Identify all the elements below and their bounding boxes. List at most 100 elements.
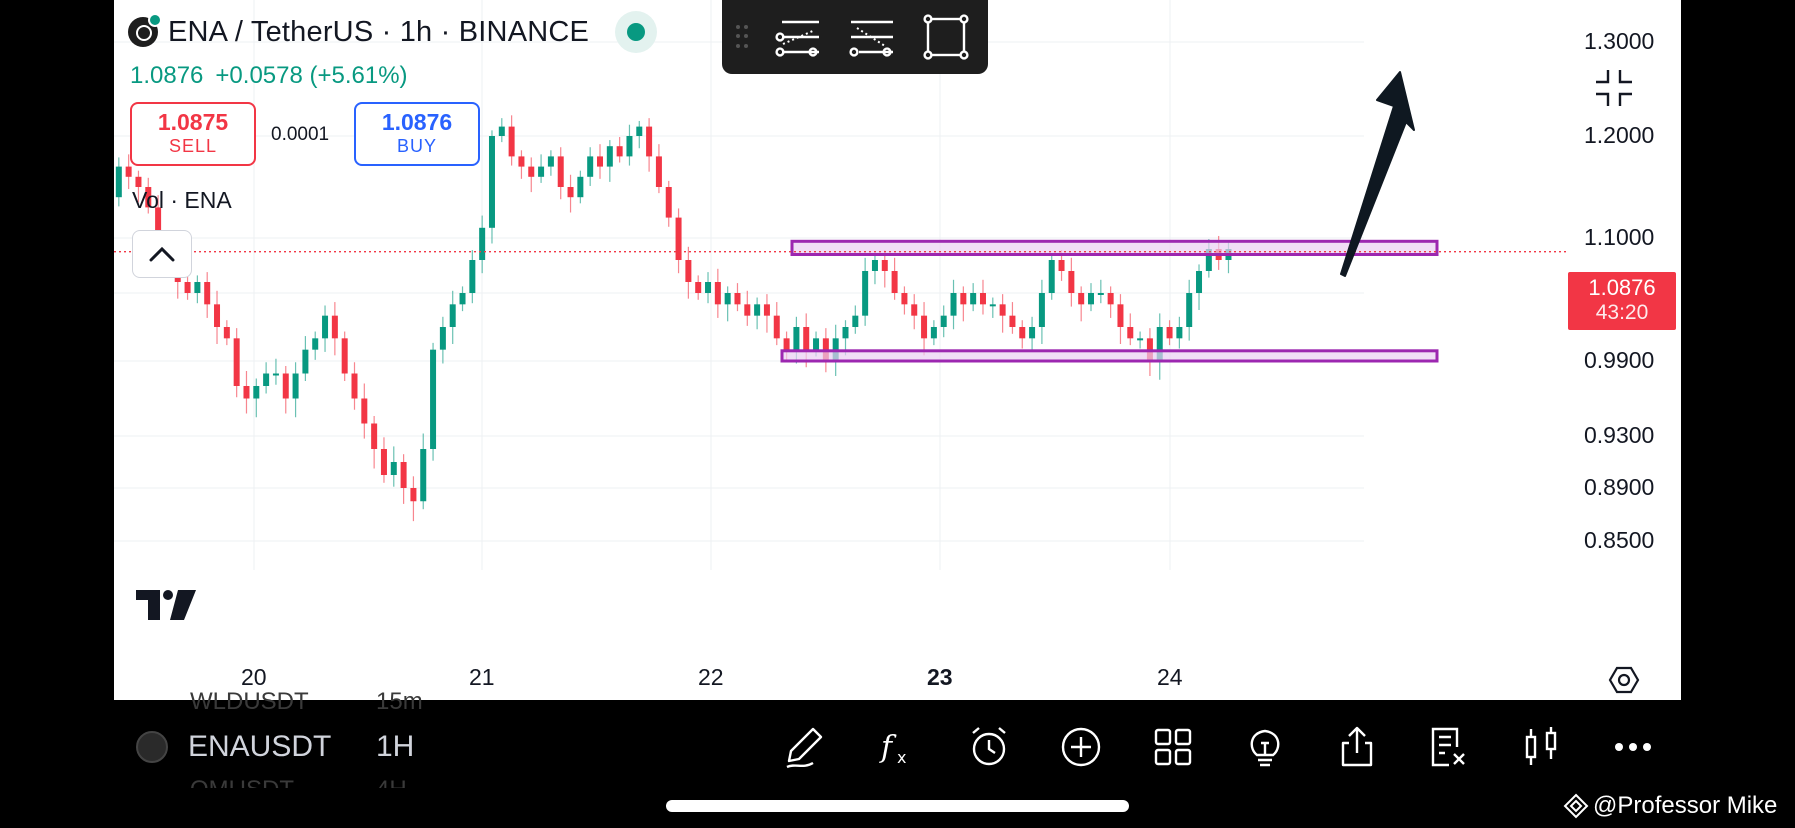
candle — [272, 373, 279, 376]
chart-style-button[interactable] — [1516, 722, 1566, 772]
candle — [1019, 327, 1026, 339]
candle — [361, 398, 368, 424]
parallel-channel-button[interactable] — [774, 13, 822, 61]
price-axis-label: 0.9900 — [1584, 347, 1655, 373]
add-icon — [1061, 727, 1101, 767]
candle — [204, 282, 211, 305]
candle — [636, 126, 643, 136]
candle — [881, 260, 888, 271]
chevron-up-icon — [149, 246, 175, 262]
timeframe-selector[interactable]: 1H — [376, 730, 415, 763]
candle — [1088, 293, 1094, 305]
candle — [479, 227, 486, 260]
drag-handle-icon[interactable] — [736, 25, 748, 49]
collapse-legend-button[interactable] — [132, 230, 192, 278]
candle — [734, 293, 741, 305]
candle — [420, 449, 427, 502]
chart-settings-icon[interactable] — [1608, 664, 1640, 696]
candle — [1107, 293, 1114, 305]
current-price-label: 1.0876 — [1588, 275, 1656, 300]
candle — [449, 304, 456, 327]
candle — [646, 126, 653, 157]
exit-fullscreen-icon[interactable] — [1594, 68, 1634, 108]
candle — [793, 327, 800, 350]
draw-icon — [786, 727, 823, 769]
candle — [577, 176, 584, 198]
prev-timeframe-ghost: 15m — [376, 688, 423, 715]
diamond-logo-icon — [1563, 793, 1589, 819]
price-axis-label: 1.2000 — [1584, 122, 1655, 148]
price-chart[interactable] — [114, 0, 1681, 700]
chart-area[interactable]: ENA / TetherUS · 1h · BINANCE 1.0876 +0.… — [114, 0, 1681, 700]
price-axis-label: 0.8500 — [1584, 527, 1655, 553]
layouts-icon — [1154, 728, 1192, 766]
symbol-logo-icon[interactable] — [136, 731, 168, 763]
candle — [538, 166, 545, 177]
add-button[interactable] — [1056, 722, 1106, 772]
time-axis-label: 22 — [698, 664, 724, 690]
bar-countdown: 43:20 — [1595, 301, 1649, 324]
drawing-toolbar — [722, 0, 988, 74]
candle — [901, 293, 908, 305]
market-status-indicator[interactable] — [615, 11, 658, 53]
candle — [597, 156, 603, 167]
home-indicator[interactable] — [666, 800, 1129, 812]
alert-button[interactable] — [964, 722, 1014, 772]
candle — [400, 462, 407, 488]
order-panel-button[interactable] — [1424, 722, 1474, 772]
candle — [243, 386, 250, 399]
candle — [184, 282, 191, 293]
candle — [871, 260, 878, 271]
candle — [714, 282, 721, 305]
time-axis-label: 21 — [469, 664, 495, 690]
fib-channel-button[interactable] — [848, 13, 896, 61]
candle — [1166, 327, 1173, 339]
candle — [685, 260, 692, 282]
candle — [263, 373, 270, 386]
buy-price: 1.0876 — [381, 109, 453, 135]
candle — [155, 207, 162, 238]
share-button[interactable] — [1332, 722, 1382, 772]
candle — [616, 146, 623, 157]
current-price-tag: 1.0876 43:20 — [1568, 272, 1676, 330]
candle — [930, 327, 937, 339]
candle — [439, 327, 446, 350]
candle — [1009, 315, 1016, 327]
buy-button[interactable]: 1.0876 BUY — [354, 102, 480, 166]
candle — [1196, 271, 1203, 293]
symbol-selector[interactable]: ENAUSDT — [188, 730, 332, 763]
candle — [940, 315, 947, 327]
candle — [665, 187, 672, 218]
candle — [1205, 249, 1212, 271]
candle — [862, 271, 869, 316]
symbol-title[interactable]: ENA / TetherUS · 1h · BINANCE — [168, 15, 590, 48]
fib-channel-icon — [849, 20, 893, 57]
candle — [518, 156, 525, 167]
candle — [1127, 327, 1134, 339]
time-axis-label: 23 — [927, 664, 953, 690]
draw-button[interactable] — [780, 722, 830, 772]
more-button[interactable] — [1608, 722, 1658, 772]
watermark-text: @Professor Mike — [1593, 792, 1778, 819]
candle — [498, 126, 505, 136]
candle — [380, 449, 387, 475]
candle — [371, 423, 378, 449]
next-timeframe-ghost: 4H — [376, 776, 407, 788]
candle — [292, 373, 299, 399]
candle — [1186, 293, 1193, 327]
price-summary: 1.0876 +0.0578 (+5.61%) — [130, 62, 408, 90]
rectangle-button[interactable] — [922, 13, 970, 61]
parallel-channel-icon — [775, 20, 819, 57]
candle — [1137, 338, 1144, 341]
layouts-button[interactable] — [1148, 722, 1198, 772]
market-open-icon — [627, 23, 646, 41]
ideas-button[interactable] — [1240, 722, 1290, 772]
candle — [783, 338, 790, 350]
sell-button[interactable]: 1.0875 SELL — [130, 102, 256, 166]
price-axis-label: 0.8900 — [1584, 474, 1655, 500]
ena-coin-icon — [128, 13, 162, 47]
candle — [331, 315, 338, 339]
volume-legend[interactable]: Vol · ENA — [132, 187, 232, 213]
alert-icon — [972, 727, 1006, 766]
